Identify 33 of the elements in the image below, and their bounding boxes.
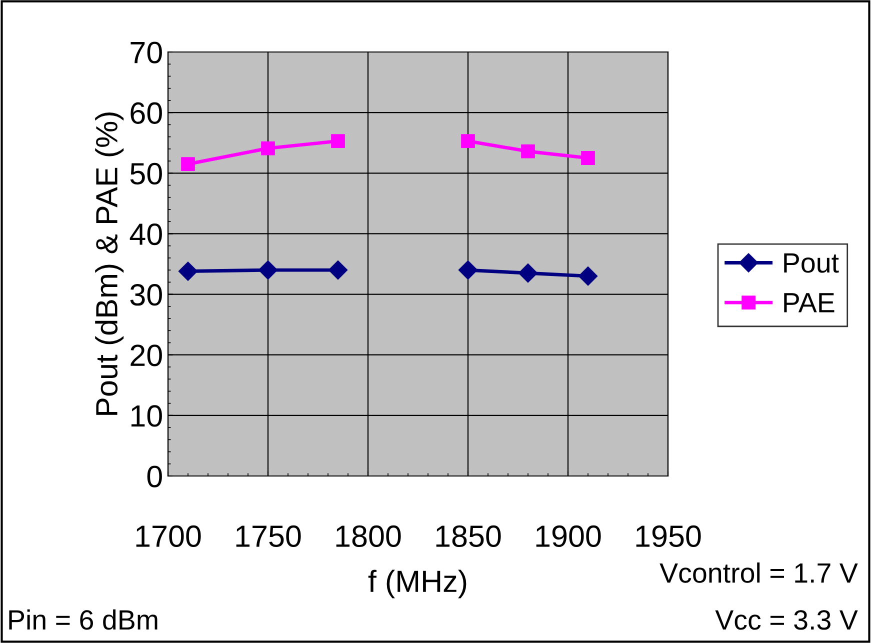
legend-label: Pout (784, 253, 839, 273)
legend-label: PAE (784, 293, 834, 312)
y-tick-label: 50 (130, 162, 162, 185)
x-tick-label: 1750 (236, 525, 301, 548)
point (331, 134, 345, 148)
point (461, 134, 475, 148)
text: Pin = 6 dBm (9, 609, 158, 630)
y-tick-label: 40 (130, 223, 162, 246)
y-axis-title: Pout (dBm) & PAE (%) (95, 112, 124, 415)
point (178, 262, 198, 281)
x-tick-label: 1800 (336, 525, 401, 548)
point (258, 260, 278, 280)
point (581, 151, 595, 165)
text: Vcontrol = 1.7 V (660, 562, 858, 583)
x-tick-label: 1950 (636, 525, 701, 548)
point (261, 141, 275, 156)
point (328, 260, 348, 280)
y-tick-label: 70 (130, 42, 162, 64)
point (521, 144, 535, 158)
point (578, 266, 598, 286)
x-tick-label: 1700 (136, 525, 201, 548)
y-tick-label: 60 (130, 102, 162, 124)
point (518, 264, 538, 283)
x-tick-label: 1850 (436, 525, 501, 548)
y-tick-label: 0 (147, 466, 162, 488)
text: Vcc = 3.3 V (715, 610, 858, 630)
point (181, 157, 195, 171)
y-tick-label: 10 (131, 405, 162, 427)
y-tick-label: 20 (130, 344, 162, 366)
x-tick-label: 1900 (536, 525, 601, 548)
x-axis-title: f (MHz) (368, 570, 466, 598)
y-tick-label: 30 (130, 284, 162, 306)
point (458, 260, 478, 280)
